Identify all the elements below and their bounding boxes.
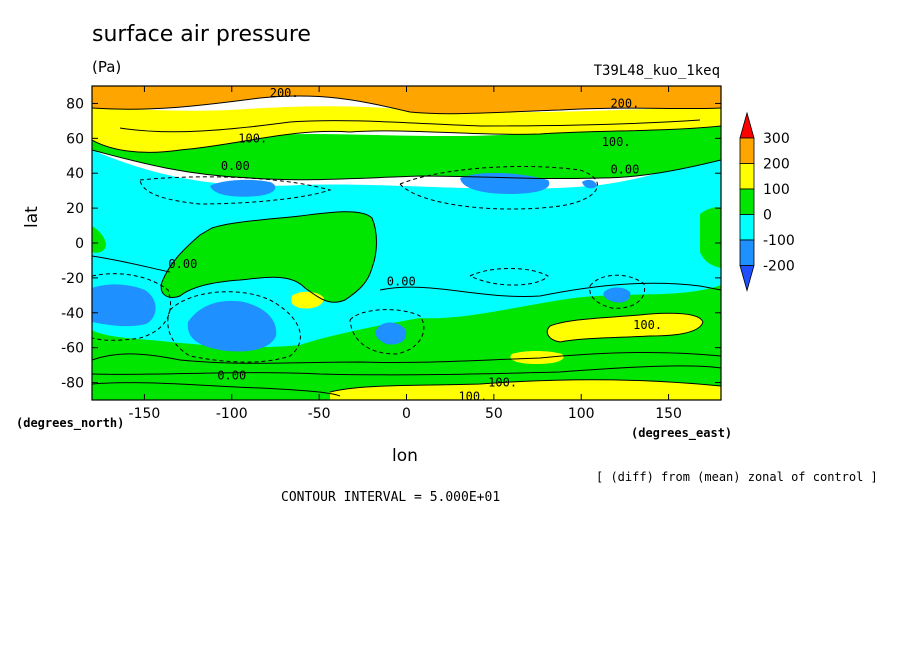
contour-line-100-antarctic xyxy=(329,379,721,393)
y-unit-label: (degrees_north) xyxy=(16,416,125,430)
colorbar-segment xyxy=(739,163,755,190)
contour-line-m50-south-west xyxy=(92,273,172,341)
contour-line-m50-tropics xyxy=(469,268,549,286)
contour-region-high-south-yellow-b xyxy=(547,313,703,342)
contour-value-label: 200. xyxy=(610,96,639,110)
colorbar-label: 200 xyxy=(763,157,790,173)
contour-interval-label: CONTOUR INTERVAL = 5.000E+01 xyxy=(281,490,501,505)
contour-region-high-green-west xyxy=(92,226,106,253)
contour-region-band-cyan-tropics xyxy=(92,148,721,348)
x-tick-label: 100 xyxy=(568,406,595,422)
colorbar-segment xyxy=(739,137,755,164)
y-axis-ticks: 80 60 40 20 0 -20 -40 -60 -80 xyxy=(61,96,721,392)
colorbar-label: 0 xyxy=(763,208,772,224)
contour-line-m50-asia xyxy=(399,165,598,210)
contour-region-high-green-east xyxy=(700,207,721,268)
contour-region-high-eastern-pacific xyxy=(161,211,377,303)
contour-labels: 200.200.100. 100.0.00 0.000.000.00100.0.00… xyxy=(168,86,662,404)
x-tick-label: 150 xyxy=(655,406,682,422)
y-tick-label: 0 xyxy=(75,236,84,252)
contour-region-low-north-pacific xyxy=(210,179,276,197)
contour-value-label: 100. xyxy=(488,376,517,390)
contour-line-0-south-bottom xyxy=(92,351,721,364)
x-tick-label: -100 xyxy=(216,406,248,422)
contour-line-200-north xyxy=(92,95,721,115)
x-unit-label: (degrees_east) xyxy=(631,426,733,440)
contour-region-low-south-west xyxy=(92,284,156,327)
colorbar-label: -100 xyxy=(763,233,795,249)
y-tick-label: -60 xyxy=(61,341,84,357)
run-label: T39L48_kuo_1keq xyxy=(593,63,720,79)
y-tick-label: -80 xyxy=(61,376,84,392)
contour-region-band-green-north xyxy=(92,112,721,180)
contour-value-label: 100. xyxy=(238,131,267,145)
y-tick-label: 80 xyxy=(66,96,84,112)
contour-region-antarctic-yellow xyxy=(330,379,721,400)
contour-region-high-south-yellow-c xyxy=(510,351,564,364)
contour-value-label: 100. xyxy=(602,135,631,149)
colorbar-cap-top xyxy=(739,111,755,139)
contour-line-100-north xyxy=(92,125,721,153)
contour-line-0-south xyxy=(92,255,721,298)
contour-region-low-south-pacific xyxy=(187,300,277,352)
y-tick-label: 40 xyxy=(66,166,84,182)
colorbar-segment xyxy=(739,214,755,241)
contour-value-label: 200. xyxy=(270,86,299,100)
colorbar: 300 200 100 0 -100 -200 xyxy=(739,111,795,292)
colorbar-segment xyxy=(739,239,755,266)
contour-value-label: 0.00 xyxy=(610,163,639,177)
contour-value-label: 0.00 xyxy=(387,274,416,288)
y-tick-label: 20 xyxy=(66,201,84,217)
y-tick-label: 60 xyxy=(66,131,84,147)
contour-line-100-south xyxy=(546,312,704,343)
y-tick-label: -40 xyxy=(61,306,84,322)
contour-lines xyxy=(92,95,721,397)
colorbar-label: 300 xyxy=(763,131,790,147)
contour-region-low-south-atlantic xyxy=(375,322,407,345)
contour-line-m50-south-ind xyxy=(589,274,646,309)
colorbar-label: 100 xyxy=(763,182,790,198)
contour-region-low-south-indian xyxy=(603,287,631,303)
contour-value-label: 0.00 xyxy=(217,369,246,383)
contour-line-50-south xyxy=(92,365,721,376)
x-axis-ticks: -150 -100 -50 0 50 100 150 xyxy=(129,86,682,422)
colorbar-label: -200 xyxy=(763,259,795,275)
x-axis-label: lon xyxy=(392,446,418,466)
contour-line-0-eastpac xyxy=(160,211,377,303)
contour-value-label: 0.00 xyxy=(168,257,197,271)
y-tick-label: -20 xyxy=(61,271,84,287)
contour-region-band-yellow-north xyxy=(92,104,721,153)
contour-value-label: 0.00 xyxy=(221,159,250,173)
contour-fill-regions xyxy=(92,86,721,400)
x-tick-label: -150 xyxy=(129,406,161,422)
colorbar-segment xyxy=(739,188,755,215)
contour-region-low-north-small xyxy=(582,179,597,189)
contour-line-0-north xyxy=(92,149,721,181)
x-tick-label: 0 xyxy=(402,406,411,422)
x-tick-label: -50 xyxy=(308,406,331,422)
units-label: (Pa) xyxy=(92,58,122,76)
chart-title: surface air pressure xyxy=(92,22,311,47)
contour-line-m50-north xyxy=(139,176,332,205)
contour-region-cap-orange-north xyxy=(92,86,721,114)
colorbar-cap-bottom xyxy=(739,265,755,292)
x-tick-label: 50 xyxy=(485,406,503,422)
contour-line-m50-south-atl xyxy=(349,309,425,355)
contour-value-label: 100. xyxy=(633,318,662,332)
contour-line-50-north xyxy=(119,119,701,133)
difference-note: [ (diff) from (mean) zonal of control ] xyxy=(596,470,878,484)
contour-line-m50-south-pacific xyxy=(167,291,301,363)
y-axis-label: lat xyxy=(22,206,42,228)
contour-value-label: 100. xyxy=(458,390,487,404)
contour-line-0-antarctic xyxy=(92,382,341,397)
